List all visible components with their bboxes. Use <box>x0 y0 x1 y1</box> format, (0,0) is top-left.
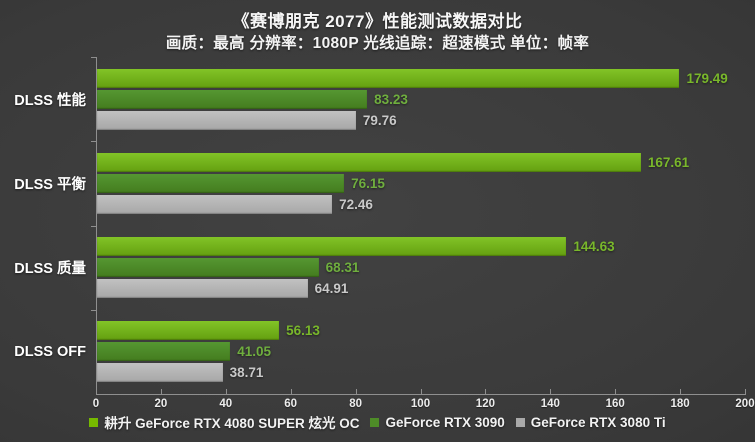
value-label: 83.23 <box>374 91 408 107</box>
value-label: 41.05 <box>237 344 271 360</box>
value-label: 179.49 <box>686 70 728 86</box>
bar-row: 56.13 <box>97 321 746 341</box>
bar-group: 179.49 83.23 79.76 <box>97 57 746 141</box>
x-axis-tick <box>745 389 746 394</box>
y-axis-tick <box>91 57 96 58</box>
x-tick-label: 20 <box>154 398 168 410</box>
bar-group: 167.61 76.15 72.46 <box>97 141 746 225</box>
legend-item: GeForce RTX 3090 <box>370 414 505 430</box>
bar-row: 68.31 <box>97 258 746 278</box>
bar-row: 83.23 <box>97 89 746 109</box>
bar <box>97 173 345 193</box>
x-tick-label: 120 <box>475 398 495 410</box>
bar-row: 41.05 <box>97 342 746 362</box>
bar <box>97 342 231 362</box>
bar-row: 72.46 <box>97 194 746 214</box>
value-label: 56.13 <box>286 323 320 339</box>
chart-title: 《赛博朋克 2077》性能测试数据对比 <box>232 12 523 31</box>
category-labels: DLSS 性能 DLSS 平衡 DLSS 质量 DLSS OFF <box>0 57 86 394</box>
x-axis-tick <box>680 389 682 394</box>
x-tick-label: 140 <box>540 398 560 410</box>
category-label: DLSS 平衡 <box>14 176 86 193</box>
x-axis-tick <box>550 389 552 394</box>
x-tick-label: 40 <box>219 398 233 410</box>
bar <box>97 194 333 214</box>
legend: 耕升 GeForce RTX 4080 SUPER 炫光 OC GeForce R… <box>0 412 755 432</box>
category-label: DLSS OFF <box>14 343 86 360</box>
legend-item: 耕升 GeForce RTX 4080 SUPER 炫光 OC <box>89 412 359 432</box>
bar-row: 64.91 <box>97 279 746 299</box>
x-axis-tick <box>225 389 227 394</box>
legend-item: GeForce RTX 3080 Ti <box>515 414 666 430</box>
x-axis-tick <box>355 389 357 394</box>
x-tick-label: 180 <box>670 398 690 410</box>
bar <box>97 152 641 172</box>
value-label: 76.15 <box>351 175 385 191</box>
x-axis-tick <box>420 389 422 394</box>
bar <box>97 321 280 341</box>
x-tick-label: 200 <box>735 398 755 410</box>
x-axis-tick <box>485 389 487 394</box>
legend-swatch <box>370 417 380 427</box>
x-axis-tick-labels: 0 20 40 60 80 100 120 140 160 180 200 <box>92 398 755 414</box>
legend-swatch <box>515 417 525 427</box>
bar-row: 79.76 <box>97 110 746 130</box>
value-label: 38.71 <box>229 365 264 381</box>
category-label: DLSS 质量 <box>14 261 86 278</box>
legend-swatch <box>89 417 99 427</box>
x-axis-tick <box>96 389 97 394</box>
x-tick-label: 100 <box>410 398 431 410</box>
bar-row: 76.15 <box>97 173 746 193</box>
x-axis-tick <box>290 389 292 394</box>
value-label: 68.31 <box>325 260 360 276</box>
x-axis-tick <box>160 389 162 394</box>
bar-row: 167.61 <box>97 152 746 172</box>
bar-row: 179.49 <box>97 68 746 88</box>
x-tick-label: 0 <box>92 398 100 410</box>
legend-label: GeForce RTX 3090 <box>385 414 505 430</box>
legend-label: GeForce RTX 3080 Ti <box>530 414 666 430</box>
x-tick-label: 80 <box>349 398 362 410</box>
value-label: 167.61 <box>647 154 690 170</box>
legend-label: 耕升 GeForce RTX 4080 SUPER 炫光 OC <box>104 416 360 431</box>
bar <box>97 89 368 109</box>
x-tick-label: 160 <box>605 398 625 410</box>
bar <box>97 279 308 299</box>
bar <box>97 237 567 257</box>
x-tick-label: 60 <box>284 398 298 410</box>
x-axis-tick <box>615 389 617 394</box>
bar <box>97 68 680 88</box>
y-axis-tick <box>91 225 96 227</box>
plot-area: 179.49 83.23 79.76 167.61 76.15 72.46 144.63 68… <box>91 57 746 395</box>
bar-row: 144.63 <box>97 237 746 257</box>
y-axis-tick <box>91 141 96 143</box>
bar <box>97 258 319 278</box>
chart-subtitle: 画质：最高 分辨率：1080P 光线追踪：超速模式 单位：帧率 <box>165 35 590 52</box>
y-axis-tick <box>91 309 96 311</box>
bar-group: 56.13 41.05 38.71 <box>97 310 746 394</box>
value-label: 72.46 <box>339 196 373 212</box>
bar-group: 144.63 68.31 64.91 <box>97 226 746 310</box>
category-label: DLSS 性能 <box>14 92 86 109</box>
value-label: 144.63 <box>573 239 615 255</box>
bar <box>97 110 356 130</box>
bar <box>97 363 223 383</box>
bar-row: 38.71 <box>97 363 746 383</box>
value-label: 79.76 <box>362 112 397 128</box>
value-label: 64.91 <box>314 281 349 297</box>
